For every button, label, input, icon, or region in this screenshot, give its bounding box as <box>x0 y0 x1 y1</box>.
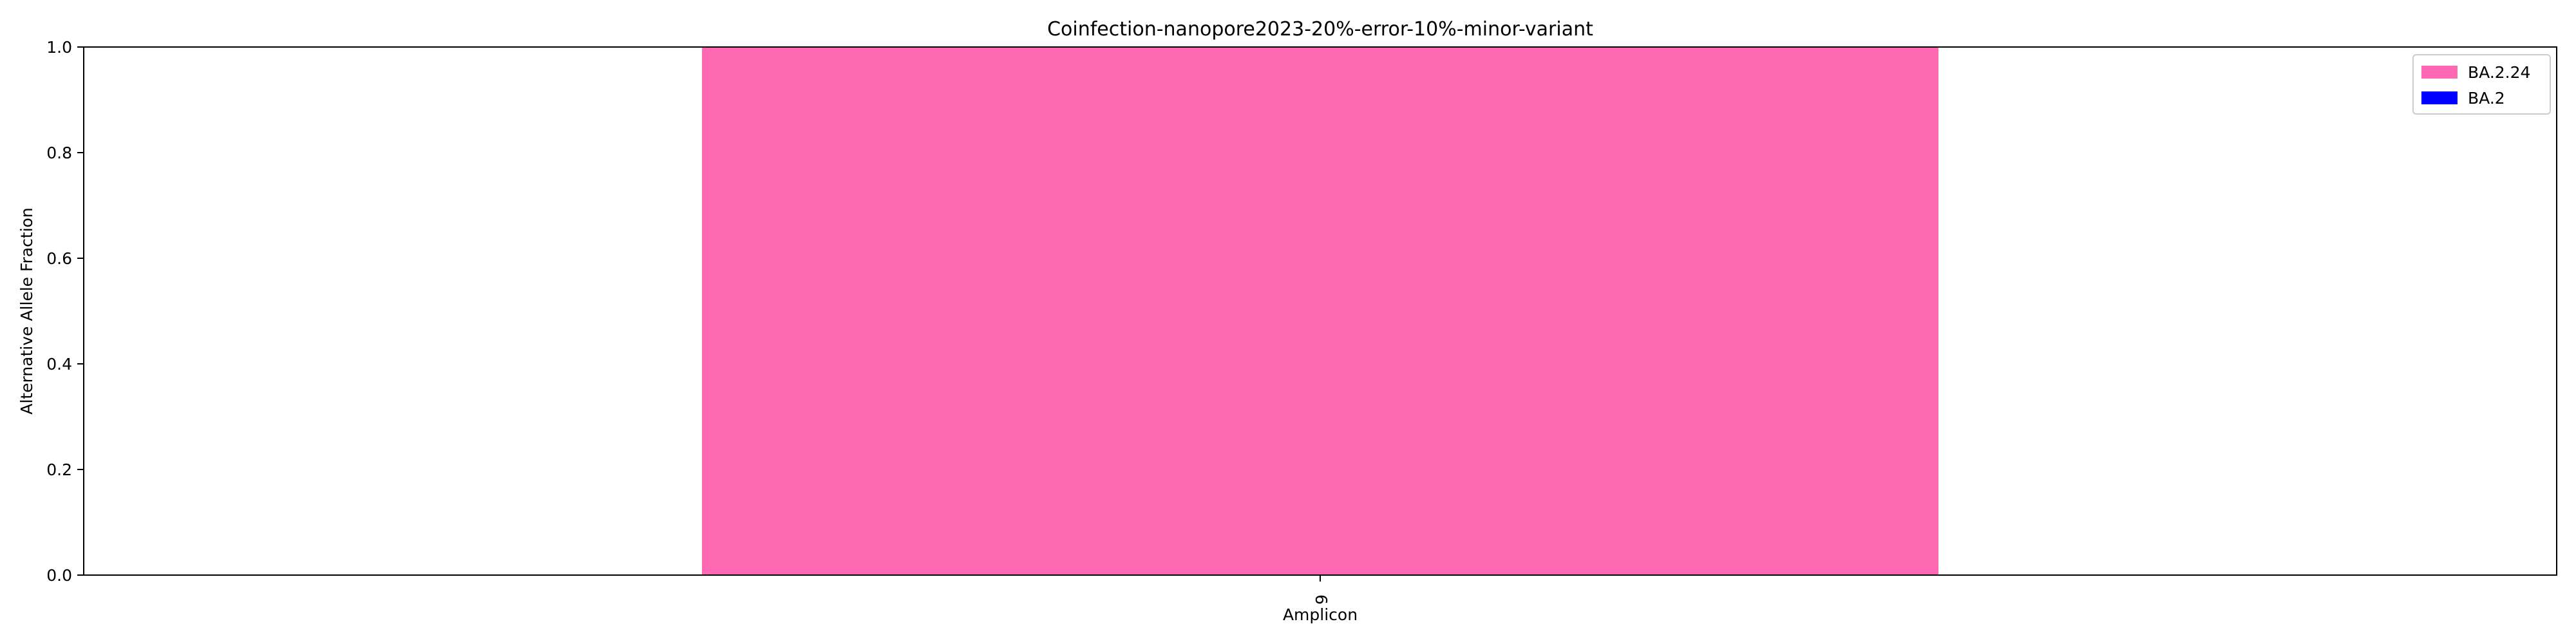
bar-ba-2-24 <box>702 47 1938 575</box>
bar-group <box>702 47 1938 575</box>
legend: BA.2.24 BA.2 <box>2412 54 2551 115</box>
legend-label: BA.2 <box>2468 89 2505 108</box>
legend-label: BA.2.24 <box>2468 63 2530 82</box>
y-axis: 0.0 0.2 0.4 0.6 0.8 1.0 <box>46 38 84 585</box>
y-tick-label: 0.6 <box>46 249 72 268</box>
y-tick-label: 0.0 <box>46 566 72 585</box>
x-axis-title: Amplicon <box>1283 605 1358 624</box>
chart-title: Coinfection-nanopore2023-20%-error-10%-m… <box>1047 18 1593 41</box>
x-axis: 6 <box>1312 575 1331 605</box>
legend-swatch <box>2421 91 2458 104</box>
x-tick-label: 6 <box>1312 594 1331 605</box>
y-tick-label: 0.2 <box>46 460 72 479</box>
y-tick-label: 0.4 <box>46 355 72 374</box>
y-tick-label: 1.0 <box>46 38 72 57</box>
legend-swatch <box>2421 66 2458 79</box>
y-axis-title: Alternative Allele Fraction <box>17 207 36 415</box>
y-tick-label: 0.8 <box>46 144 72 162</box>
